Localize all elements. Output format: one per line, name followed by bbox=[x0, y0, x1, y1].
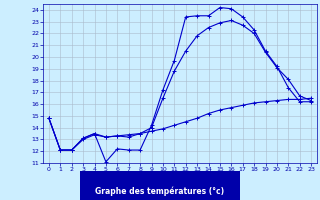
Text: Graphe des températures (°c): Graphe des températures (°c) bbox=[95, 186, 225, 196]
